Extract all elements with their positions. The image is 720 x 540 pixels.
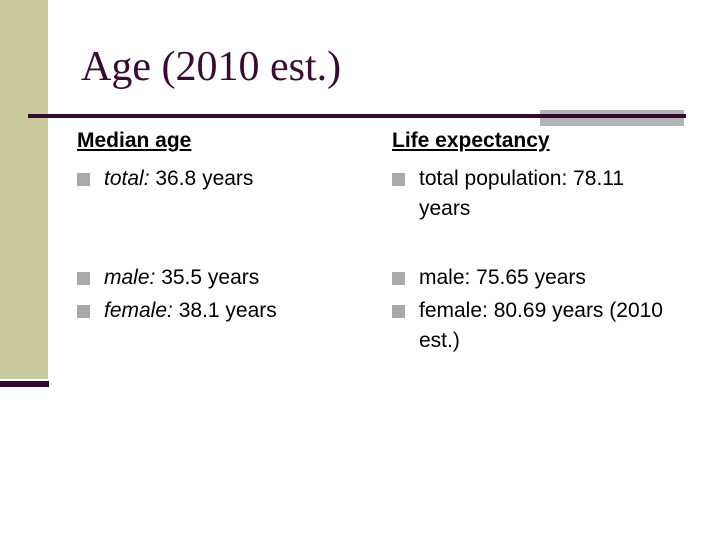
bullet-text: male: 35.5 years <box>104 263 259 293</box>
bullet-text: female: 80.69 years (2010 est.) <box>419 299 663 352</box>
bullet-item-lifeexp-female: female: 80.69 years (2010 est.) <box>392 296 675 356</box>
square-bullet-icon <box>77 305 90 318</box>
item-label: female: <box>104 299 173 322</box>
bullet-item-lifeexp-total: total population: 78.11 years <box>392 164 675 224</box>
square-bullet-icon <box>392 173 405 186</box>
item-label: total: <box>104 167 150 190</box>
square-bullet-icon <box>77 272 90 285</box>
bullet-text: total: 36.8 years <box>104 164 253 194</box>
column-header-life-expectancy: Life expectancy <box>392 129 550 152</box>
sidebar-accent-bar <box>0 381 49 387</box>
bullet-item-median-female: female: 38.1 years <box>77 296 277 326</box>
bullet-text: total population: 78.11 years <box>419 167 625 220</box>
bullet-item-lifeexp-male: male: 75.65 years <box>392 263 586 293</box>
square-bullet-icon <box>77 173 90 186</box>
title-rule <box>28 114 686 118</box>
item-value: 36.8 years <box>149 167 254 190</box>
square-bullet-icon <box>392 272 405 285</box>
bullet-text: female: 38.1 years <box>104 296 277 326</box>
sidebar-accent <box>0 0 48 379</box>
title-accent-rect <box>540 110 684 126</box>
bullet-item-median-total: total: 36.8 years <box>77 164 253 194</box>
slide-title: Age (2010 est.) <box>81 44 342 90</box>
column-header-median-age: Median age <box>77 129 192 152</box>
item-value: 35.5 years <box>155 266 260 289</box>
bullet-text: male: 75.65 years <box>419 266 586 289</box>
item-value: 38.1 years <box>172 299 277 322</box>
bullet-item-median-male: male: 35.5 years <box>77 263 259 293</box>
item-label: male: <box>104 266 156 289</box>
square-bullet-icon <box>392 305 405 318</box>
